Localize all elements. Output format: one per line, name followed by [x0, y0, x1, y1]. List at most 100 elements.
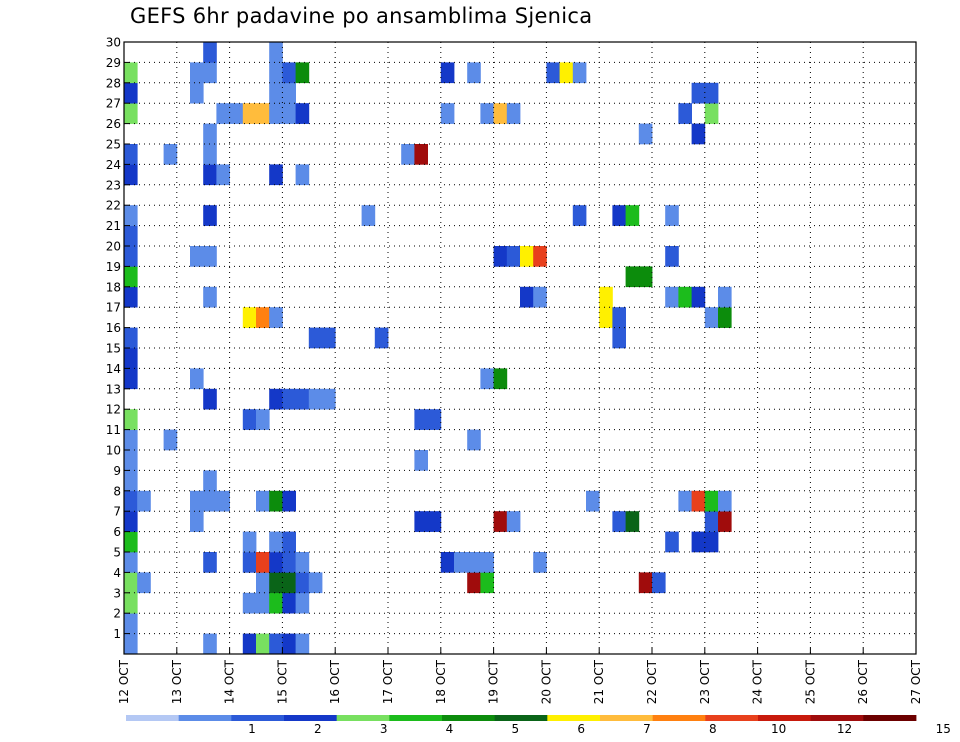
y-tick-label: 7: [113, 505, 121, 519]
colorbar-swatch: [758, 715, 812, 721]
y-tick-label: 11: [106, 423, 121, 437]
y-tick-label: 30: [106, 36, 121, 50]
heatmap-cell: [691, 82, 706, 104]
y-tick-label: 16: [106, 321, 121, 335]
colorbar-label: 10: [771, 722, 786, 736]
colorbar-swatch: [494, 715, 548, 721]
colorbar-label: 6: [577, 722, 585, 736]
heatmap-cell: [625, 205, 640, 226]
heatmap-cell: [480, 572, 494, 594]
heatmap-cell: [163, 144, 178, 165]
heatmap-cell: [124, 266, 138, 288]
heatmap-cell: [124, 409, 138, 430]
x-tick-label: 14 OCT: [223, 659, 237, 704]
y-tick-label: 10: [106, 444, 121, 458]
heatmap-cell: [440, 103, 455, 124]
heatmap-cell: [124, 368, 138, 390]
heatmap-cell: [242, 592, 257, 614]
heatmap-cell: [308, 572, 323, 594]
heatmap-cell: [572, 205, 587, 226]
heatmap-cell: [190, 490, 204, 512]
heatmap-cell: [256, 572, 270, 594]
heatmap-cell: [665, 531, 679, 553]
heatmap-cell: [203, 490, 217, 512]
heatmap-cell: [704, 490, 719, 512]
heatmap-cell: [546, 62, 560, 84]
heatmap-cell: [493, 368, 508, 390]
heatmap-cell: [295, 62, 310, 84]
heatmap-cell: [242, 103, 257, 124]
heatmap-cell: [269, 633, 283, 655]
heatmap-cell: [691, 531, 706, 553]
heatmap-cell: [612, 511, 626, 532]
heatmap-cell: [269, 62, 283, 84]
heatmap-cell: [704, 103, 719, 124]
heatmap-cell: [665, 205, 679, 226]
heatmap-cell: [704, 511, 719, 532]
y-tick-label: 25: [106, 138, 121, 152]
heatmap-cell: [691, 286, 706, 308]
heatmap-cell: [414, 409, 428, 430]
colorbar-swatch: [652, 715, 706, 721]
y-tick-label: 4: [113, 566, 121, 580]
heatmap-cell: [124, 286, 138, 308]
heatmap-cell: [414, 450, 428, 471]
colorbar: 1234567810121520: [126, 715, 951, 736]
heatmap-cell: [493, 511, 508, 532]
heatmap-cell: [506, 103, 521, 124]
heatmap-cell: [256, 103, 270, 124]
heatmap-cell: [599, 286, 613, 308]
heatmap-cell: [124, 246, 138, 267]
colorbar-label: 2: [314, 722, 322, 736]
x-tick-label: 17 OCT: [381, 659, 395, 704]
heatmap-cell: [427, 409, 442, 430]
heatmap-cell: [269, 592, 283, 614]
heatmap-cell: [401, 144, 415, 165]
heatmap-cell: [440, 62, 455, 84]
heatmap-cell: [190, 511, 204, 532]
heatmap-cell: [269, 552, 283, 573]
heatmap-cell: [203, 205, 217, 226]
heatmap-cell: [414, 511, 428, 532]
y-tick-label: 20: [106, 240, 121, 254]
x-tick-label: 25 OCT: [803, 659, 817, 704]
heatmap-cell: [718, 307, 732, 328]
heatmap-cell: [704, 82, 719, 104]
heatmap-cell: [704, 531, 719, 553]
x-tick-label: 19 OCT: [487, 659, 501, 704]
colorbar-label: 12: [837, 722, 852, 736]
heatmap-cell: [572, 62, 587, 84]
heatmap-cell: [242, 633, 257, 655]
heatmap-cell: [242, 409, 257, 430]
heatmap-cell: [124, 490, 138, 512]
heatmap-cell: [203, 633, 217, 655]
heatmap-cell: [704, 307, 719, 328]
heatmap-cell: [295, 592, 310, 614]
colorbar-label: 5: [511, 722, 519, 736]
y-axis: 1234567891011121314151617181920212223242…: [106, 36, 130, 641]
heatmap-cell: [414, 144, 428, 165]
x-tick-label: 27 OCT: [909, 659, 923, 704]
heatmap-cell: [137, 572, 151, 594]
heatmap-cell: [124, 164, 138, 186]
heatmap-cell: [216, 164, 230, 186]
heatmap-cell: [638, 123, 653, 145]
y-tick-label: 1: [113, 627, 121, 641]
y-tick-label: 28: [106, 76, 121, 90]
x-tick-label: 24 OCT: [751, 659, 765, 704]
x-tick-label: 12 OCT: [117, 659, 131, 704]
heatmap-cell: [625, 266, 640, 288]
y-tick-label: 26: [106, 117, 121, 131]
heatmap-cell: [124, 531, 138, 553]
heatmap-cell: [124, 62, 138, 84]
heatmap-cell: [203, 246, 217, 267]
heatmap-cell: [124, 225, 138, 247]
x-tick-label: 13 OCT: [170, 659, 184, 704]
heatmap-cell: [586, 490, 600, 512]
heatmap-cell: [520, 246, 534, 267]
colorbar-label: 8: [709, 722, 717, 736]
y-tick-label: 5: [113, 546, 121, 560]
colorbar-swatch: [600, 715, 654, 721]
heatmap-cell: [124, 511, 138, 532]
heatmap-cell: [282, 572, 296, 594]
